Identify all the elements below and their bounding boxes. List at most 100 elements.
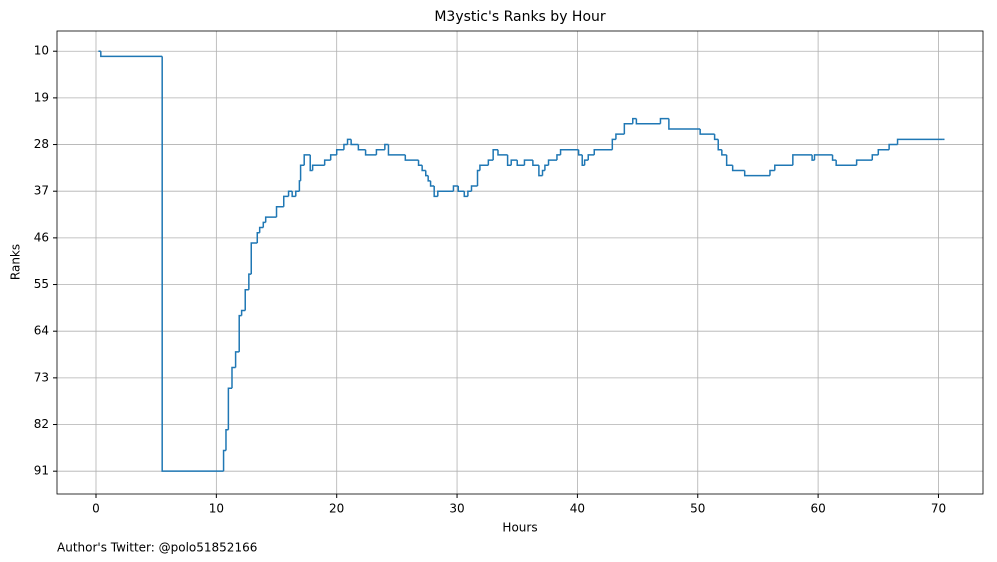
y-axis-label: Ranks [9, 244, 23, 280]
step-segment [632, 117, 637, 124]
step-segment [457, 186, 465, 192]
step-segment [231, 366, 236, 389]
step-segment [547, 159, 557, 166]
step-segment [813, 154, 833, 161]
step-segment [731, 165, 745, 172]
step-segment [831, 154, 837, 161]
step-segment [510, 159, 518, 166]
y-tick-label: 82 [34, 417, 49, 431]
step-segment [792, 154, 813, 166]
step-segment [717, 139, 722, 151]
step-segment [871, 154, 879, 161]
footer-note: Author's Twitter: @polo51852166 [57, 541, 257, 555]
step-segment [506, 154, 512, 167]
step-segment [611, 138, 616, 150]
step-segment [581, 154, 585, 167]
step-segment [855, 159, 873, 166]
step-segment [479, 164, 489, 171]
step-segment [877, 148, 890, 155]
step-segment [244, 288, 249, 311]
step-segment [335, 148, 344, 155]
x-tick-label: 70 [931, 502, 946, 516]
step-segment [375, 148, 385, 155]
step-segment [343, 143, 348, 150]
y-tick-label: 19 [34, 90, 49, 104]
step-segment [559, 148, 579, 155]
x-tick-label: 0 [92, 502, 100, 516]
step-segment [541, 169, 545, 176]
step-segment [303, 154, 311, 166]
step-segment [309, 154, 313, 172]
step-segment [429, 180, 435, 187]
y-tick-label: 10 [34, 44, 49, 58]
step-segment [476, 169, 480, 187]
step-segment [583, 159, 589, 166]
y-tick-label: 64 [34, 324, 49, 338]
step-segment [256, 231, 260, 244]
step-segment [659, 117, 669, 124]
step-segment [427, 175, 431, 182]
chart-title: M3ystic's Ranks by Hour [434, 9, 606, 25]
step-segment [100, 51, 163, 58]
step-segment [896, 138, 943, 145]
step-segment [516, 160, 525, 167]
x-tick-label: 30 [449, 502, 464, 516]
step-segment [264, 216, 277, 223]
x-tick-label: 60 [810, 502, 825, 516]
step-segment [774, 164, 793, 171]
step-segment [161, 56, 224, 472]
y-tick-label: 28 [34, 137, 49, 151]
step-segment [421, 165, 426, 172]
step-segment [487, 159, 494, 166]
step-segment [248, 273, 252, 290]
step-segment [350, 139, 359, 146]
step-segment [291, 191, 296, 198]
step-segment [417, 160, 423, 167]
step-segment [238, 314, 242, 352]
step-segment [298, 180, 301, 192]
step-segment [725, 154, 733, 167]
step-segment [523, 159, 533, 166]
step-segment [234, 351, 240, 368]
step-segment [323, 159, 331, 166]
step-segment [743, 170, 770, 177]
step-segment [258, 226, 264, 233]
step-segment [222, 449, 226, 472]
step-segment [387, 144, 406, 156]
step-segment [721, 149, 727, 156]
y-tick-label: 91 [34, 464, 49, 478]
step-segment [497, 149, 508, 156]
step-segment [275, 206, 284, 218]
step-segment [835, 160, 857, 167]
step-segment [262, 221, 266, 228]
step-segment [240, 309, 246, 316]
step-segment [227, 387, 232, 430]
step-segment [329, 154, 337, 161]
step-segment [532, 160, 539, 167]
step-segment [668, 118, 701, 130]
y-tick-label: 55 [34, 277, 49, 291]
step-segment [587, 154, 595, 161]
x-tick-label: 10 [209, 502, 224, 516]
step-segment [577, 149, 583, 156]
step-segment [311, 164, 325, 171]
y-tick-label: 37 [34, 184, 49, 198]
step-segment [357, 144, 366, 151]
step-segment [463, 191, 468, 198]
step-segment [225, 428, 229, 451]
y-tick-label: 73 [34, 370, 49, 384]
step-segment [593, 148, 613, 155]
step-segment [623, 123, 633, 135]
step-segment [544, 164, 549, 171]
step-segment [299, 164, 305, 181]
step-segment [364, 149, 377, 156]
step-segment [250, 242, 258, 275]
step-segment [538, 165, 543, 177]
step-segment [615, 133, 625, 140]
step-segment [452, 185, 459, 192]
step-segment [437, 190, 454, 197]
step-segment [425, 170, 429, 177]
step-segment [888, 143, 898, 150]
step-segment [384, 143, 389, 150]
step-segment [295, 190, 300, 197]
